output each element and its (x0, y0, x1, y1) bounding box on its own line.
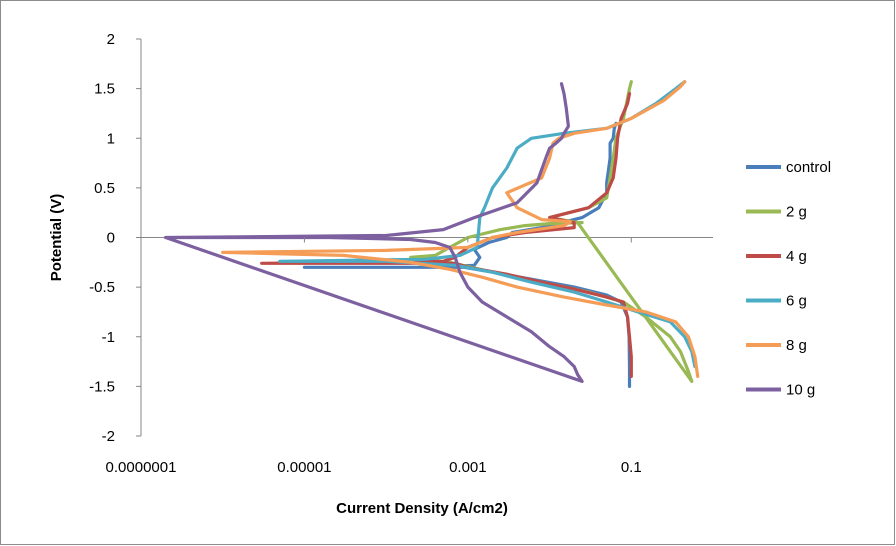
x-tick-label: 0.001 (449, 459, 487, 476)
legend-label: 6 g (786, 293, 807, 310)
series-line-10-g (164, 82, 584, 383)
y-tick-label: 1.5 (94, 81, 115, 98)
x-axis-title: Current Density (A/cm2) (336, 500, 508, 517)
series-line-8-g (221, 80, 700, 378)
legend-label: control (786, 159, 831, 176)
y-tick-label: -2 (102, 428, 115, 445)
legend-label: 10 g (786, 382, 815, 399)
y-tick-label: -0.5 (89, 279, 115, 296)
y-tick-label: 2 (107, 31, 115, 48)
legend-label: 2 g (786, 204, 807, 221)
series-line-2-g (409, 80, 694, 383)
x-tick-label: 0.00001 (277, 459, 331, 476)
y-tick-label: -1.5 (89, 378, 115, 395)
series-line-6-g (278, 80, 697, 369)
x-axis: 0.0000001 0.00001 0.001 0.1 (106, 237, 642, 476)
y-tick-label: 0 (107, 230, 115, 247)
y-axis: 2 1.5 1 0.5 0 -0.5 -1 -1.5 -2 (89, 31, 141, 445)
legend: control 2 g 4 g 6 g 8 g 10 g (746, 159, 831, 399)
x-tick-label: 0.1 (621, 459, 642, 476)
y-tick-label: 1 (107, 130, 115, 147)
y-tick-label: 0.5 (94, 180, 115, 197)
series-line-4-g (260, 92, 633, 378)
y-tick-label: -1 (102, 329, 115, 346)
y-axis-title: Potential (V) (48, 194, 65, 282)
legend-label: 8 g (786, 337, 807, 354)
legend-label: 4 g (786, 248, 807, 265)
series-group (164, 80, 700, 388)
x-tick-label: 0.0000001 (106, 459, 177, 476)
